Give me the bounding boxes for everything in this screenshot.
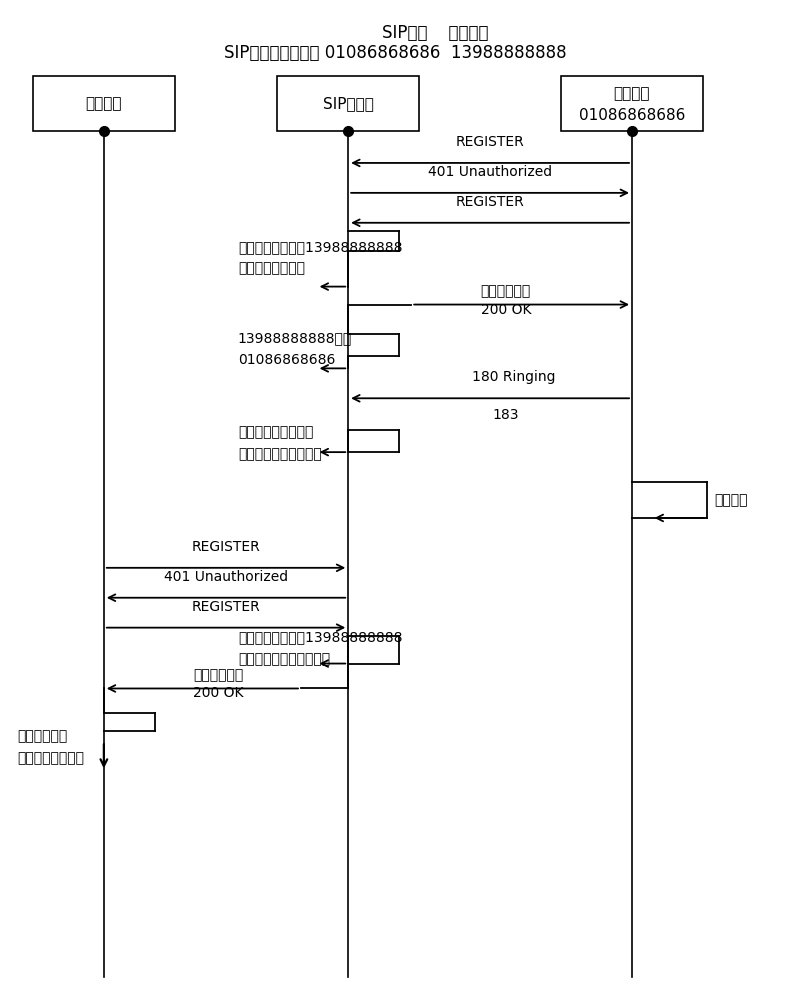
Text: 200 OK: 200 OK [481,303,531,317]
Text: 合法用户: 合法用户 [614,86,650,101]
Text: REGISTER: REGISTER [191,540,260,554]
Text: 注册成功返回: 注册成功返回 [481,285,531,299]
Bar [561,76,703,131]
Text: REGISTER: REGISTER [456,195,524,209]
Text: 401 Unauthorized: 401 Unauthorized [428,165,552,179]
Text: 用户下线: 用户下线 [715,493,748,507]
Text: 已经启用呼出: 已经启用呼出 [17,729,67,743]
Text: 401 Unauthorized: 401 Unauthorized [164,570,288,584]
Text: SIP帐号    绑定号码: SIP帐号 绑定号码 [382,24,488,42]
Text: SIP服务器: SIP服务器 [323,96,373,111]
Text: 非法用户: 非法用户 [85,96,122,111]
Text: 01086868686: 01086868686 [579,108,685,123]
Text: SIP服务器绑定数据 01086868686  13988888888: SIP服务器绑定数据 01086868686 13988888888 [224,44,567,62]
Text: ，给用户启用呼出限制。: ，给用户启用呼出限制。 [238,653,330,667]
Text: 183: 183 [493,408,519,422]
Text: REGISTER: REGISTER [191,600,260,614]
Bar [278,76,419,131]
Text: 数据一致解除呼出限制: 数据一致解除呼出限制 [238,447,322,461]
Text: REGISTER: REGISTER [456,135,524,149]
Text: 01086868686: 01086868686 [238,353,335,367]
Bar [33,76,175,131]
Text: 180 Ringing: 180 Ringing [472,370,555,384]
Text: 13988888888拨打: 13988888888拨打 [238,331,352,345]
Text: ，启用呼出限制。: ，启用呼出限制。 [238,262,305,276]
Text: 限制，无法盗打。: 限制，无法盗打。 [17,751,84,765]
Text: 检查呼叫号码和绑定: 检查呼叫号码和绑定 [238,425,313,439]
Text: 该用户绑定手机号13988888888: 该用户绑定手机号13988888888 [238,240,403,254]
Text: 注册成功返回: 注册成功返回 [193,668,244,682]
Text: 该用户绑定手机号13988888888: 该用户绑定手机号13988888888 [238,631,403,645]
Text: 200 OK: 200 OK [193,686,244,700]
